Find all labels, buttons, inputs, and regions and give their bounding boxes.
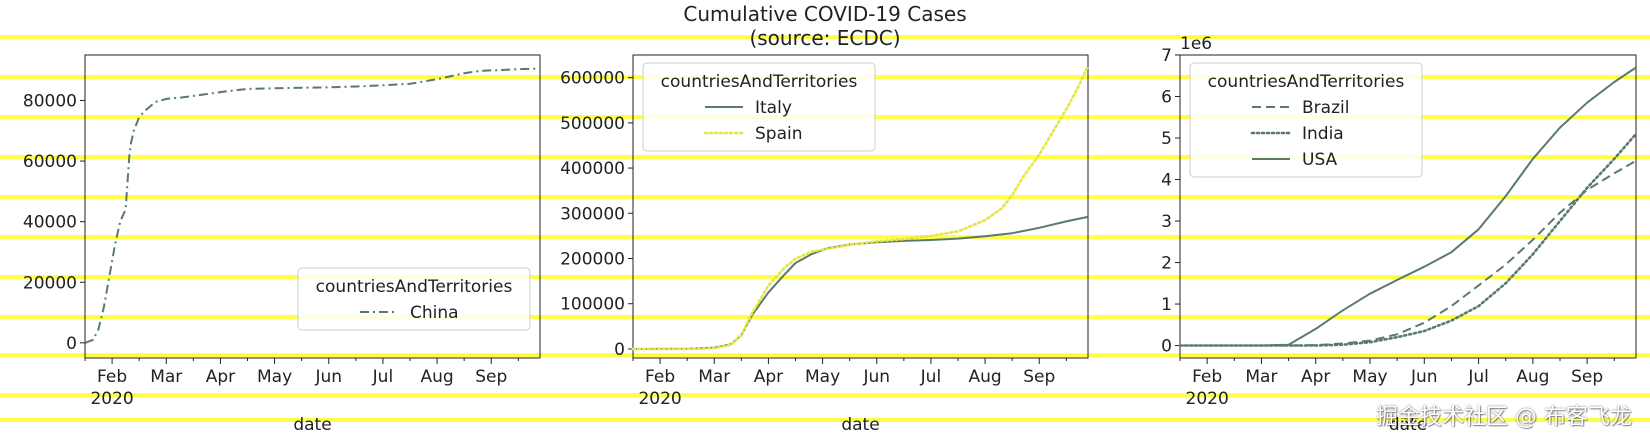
legend-box: [642, 62, 876, 152]
figure-title: Cumulative COVID-19 Cases: [683, 2, 967, 26]
x-tick-label: Jun: [1410, 367, 1438, 387]
legend-label-italy: Italy: [755, 98, 792, 118]
x-tick-label: Apr: [206, 367, 235, 387]
x-tick-label: May: [805, 367, 840, 387]
highlight-stripe: [0, 35, 1650, 39]
series-line-brazil: [1180, 159, 1637, 347]
x-tick-label: Aug: [1516, 367, 1549, 387]
legend-title: countriesAndTerritories: [316, 277, 513, 297]
legend-box: [1189, 62, 1423, 178]
y-tick-label: 4: [1161, 171, 1172, 191]
series-line-china: [84, 67, 541, 344]
x-tick-label: Aug: [968, 367, 1001, 387]
y-tick-label: 400000: [560, 159, 625, 179]
highlight-stripe: [0, 235, 1650, 239]
y-tick-label: 300000: [560, 204, 625, 224]
x-tick-label: Apr: [1301, 367, 1330, 387]
y-tick-label: 600000: [560, 69, 625, 89]
x-tick-label: Jun: [314, 367, 342, 387]
highlight-stripe: [0, 155, 1650, 159]
x-tick-label: Feb: [97, 367, 127, 387]
y-tick-label: 0: [66, 334, 77, 354]
x-axis-label: date: [293, 415, 331, 435]
plot-frame: [1179, 54, 1637, 359]
y-tick-label: 0: [1161, 337, 1172, 357]
legend-label-brazil: Brazil: [1302, 98, 1349, 118]
legend-label-spain: Spain: [755, 124, 803, 144]
chart-panel-2: 0 100000 200000 300000 400000 500000 600000 Feb…: [560, 54, 1090, 435]
y-tick-label: 5: [1161, 129, 1172, 149]
x-tick-label: Aug: [420, 367, 453, 387]
x-tick-label: Jul: [372, 367, 394, 387]
x-tick-label: Mar: [698, 367, 730, 387]
y-tick-label: 100000: [560, 295, 625, 315]
y-tick-label: 20000: [23, 273, 77, 293]
figure-subtitle: (source: ECDC): [749, 26, 901, 50]
x-tick-label: Sep: [475, 367, 507, 387]
legend-label-usa: USA: [1302, 150, 1338, 170]
x-tick-label: Sep: [1571, 367, 1603, 387]
x-year-label: 2020: [90, 389, 133, 409]
y-tick-label: 200000: [560, 250, 625, 270]
y-tick-label: 2: [1161, 254, 1172, 274]
legend-label-india: India: [1302, 124, 1344, 144]
y-offset-label: 1e6: [1180, 34, 1212, 54]
y-tick-label: 3: [1161, 212, 1172, 232]
legend: countriesAndTerritories Brazil India USA: [1189, 62, 1423, 178]
x-tick-label: May: [257, 367, 292, 387]
x-tick-label: May: [1352, 367, 1387, 387]
legend-box: [297, 267, 531, 331]
x-tick-label: Mar: [150, 367, 182, 387]
x-tick-label: Mar: [1245, 367, 1277, 387]
x-tick-label: Feb: [645, 367, 675, 387]
series-line-usa: [1180, 66, 1637, 347]
chart-panel-1: 0 20000 40000 60000 80000 Feb Mar Apr May Jun Jul A…: [23, 54, 541, 435]
y-tick-label: 80000: [23, 91, 77, 111]
y-tick-label: 6: [1161, 88, 1172, 108]
y-tick-label: 1: [1161, 295, 1172, 315]
highlight-stripe: [0, 353, 1650, 357]
highlight-stripe: [0, 315, 1650, 319]
plot-frame: [84, 54, 541, 359]
x-year-label: 2020: [1186, 389, 1229, 409]
x-axis-label: date: [841, 415, 879, 435]
legend: countriesAndTerritories China: [297, 267, 531, 331]
y-tick-label: 7: [1161, 46, 1172, 66]
x-tick-label: Feb: [1192, 367, 1222, 387]
series-line-spain: [631, 65, 1090, 351]
y-tick-label: 60000: [23, 152, 77, 172]
series-line-italy: [632, 215, 1089, 350]
x-year-label: 2020: [638, 389, 681, 409]
watermark: 掘金技术社区 @ 布客飞龙: [1376, 405, 1632, 430]
legend: countriesAndTerritories Italy Spain: [642, 62, 876, 152]
x-axis-label: date: [1389, 415, 1427, 435]
legend-label-china: China: [410, 303, 459, 323]
y-tick-label: 40000: [23, 213, 77, 233]
x-tick-label: Sep: [1023, 367, 1055, 387]
highlight-stripe: [0, 195, 1650, 199]
legend-title: countriesAndTerritories: [1208, 72, 1405, 92]
highlight-stripe: [0, 418, 1650, 422]
y-tick-label: 0: [614, 340, 625, 360]
legend-title: countriesAndTerritories: [661, 72, 858, 92]
highlight-stripe: [0, 275, 1650, 279]
chart-panel-3: 0 1 2 3 4 5 6 7 1e6 Feb Mar Apr May Jun Jul Aug Sep 2020 d…: [1161, 34, 1638, 435]
y-tick-label: 500000: [560, 114, 625, 134]
series-line-india: [1178, 132, 1638, 347]
highlight-stripe: [0, 393, 1650, 397]
x-tick-label: Apr: [754, 367, 783, 387]
x-tick-label: Jul: [1467, 367, 1489, 387]
plot-frame: [632, 54, 1089, 359]
x-tick-label: Jun: [862, 367, 890, 387]
x-tick-label: Jul: [920, 367, 942, 387]
